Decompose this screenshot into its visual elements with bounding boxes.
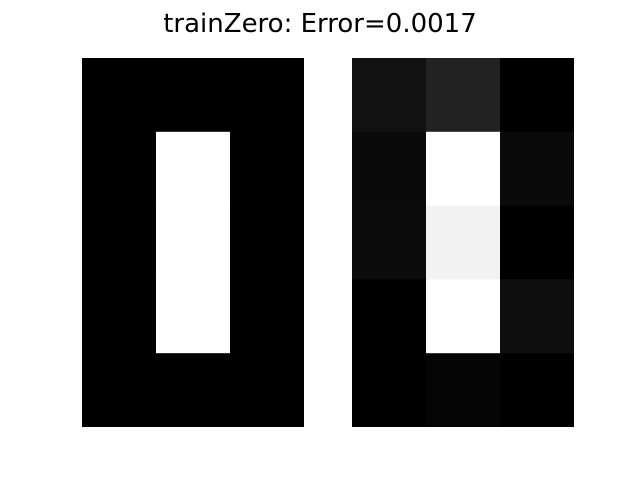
heatmap-cell-r2-c0 <box>82 205 157 280</box>
target-image-panel <box>82 58 304 427</box>
heatmap-cell-r2-c0 <box>352 205 427 280</box>
heatmap-cell-r1-c0 <box>352 131 427 207</box>
heatmap-cell-r3-c1 <box>426 279 501 354</box>
heatmap-cell-r4-c2 <box>230 353 304 427</box>
output-heatmap <box>352 58 574 427</box>
heatmap-cell-r0-c0 <box>82 58 157 133</box>
heatmap-cell-r2-c1 <box>426 205 501 280</box>
heatmap-cell-r3-c2 <box>230 279 304 354</box>
heatmap-cell-r2-c2 <box>230 205 304 280</box>
heatmap-cell-r1-c1 <box>156 131 231 207</box>
target-heatmap <box>82 58 304 427</box>
heatmap-cell-r4-c2 <box>500 353 574 427</box>
heatmap-cell-r0-c2 <box>500 58 574 133</box>
heatmap-cell-r4-c0 <box>352 353 427 427</box>
heatmap-cell-r0-c1 <box>426 58 501 133</box>
heatmap-cell-r4-c1 <box>426 353 501 427</box>
output-image-panel <box>352 58 574 427</box>
heatmap-cell-r3-c0 <box>352 279 427 354</box>
heatmap-cell-r3-c1 <box>156 279 231 354</box>
heatmap-cell-r0-c1 <box>156 58 231 133</box>
heatmap-cell-r3-c0 <box>82 279 157 354</box>
heatmap-cell-r1-c2 <box>500 131 574 207</box>
heatmap-cell-r4-c1 <box>156 353 231 427</box>
heatmap-cell-r4-c0 <box>82 353 157 427</box>
heatmap-cell-r1-c0 <box>82 131 157 207</box>
heatmap-cell-r2-c2 <box>500 205 574 280</box>
heatmap-cell-r2-c1 <box>156 205 231 280</box>
heatmap-cell-r1-c2 <box>230 131 304 207</box>
heatmap-cell-r3-c2 <box>500 279 574 354</box>
heatmap-cell-r0-c2 <box>230 58 304 133</box>
heatmap-cell-r0-c0 <box>352 58 427 133</box>
heatmap-cell-r1-c1 <box>426 131 501 207</box>
figure-title: trainZero: Error=0.0017 <box>163 9 477 39</box>
